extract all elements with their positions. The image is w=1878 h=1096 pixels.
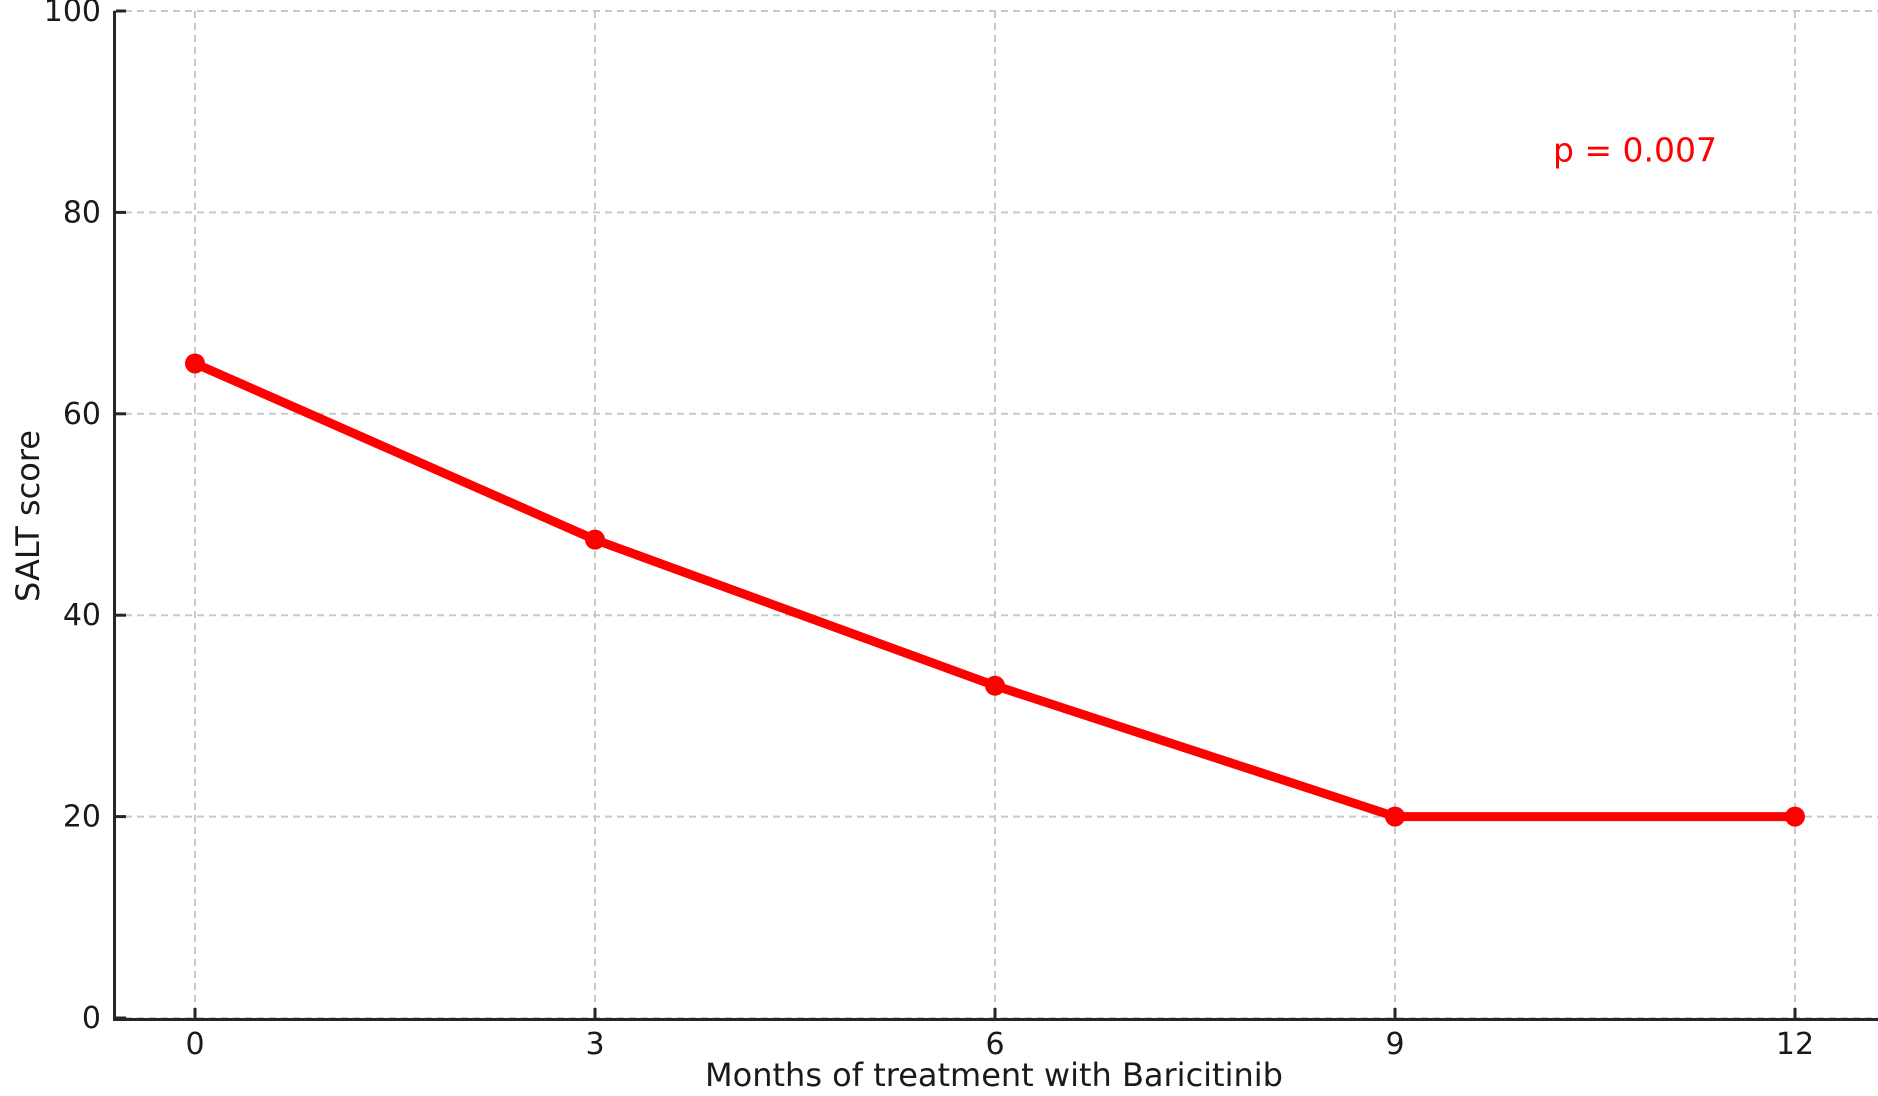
x-tick-label: 9 xyxy=(1385,1027,1404,1062)
data-point-marker xyxy=(585,529,605,550)
y-tick-label: 40 xyxy=(63,598,101,633)
data-point-marker xyxy=(185,353,205,374)
y-axis-label: SALT score xyxy=(9,430,47,602)
data-point-marker xyxy=(985,675,1005,696)
data-series xyxy=(185,353,1805,827)
x-tick-label: 3 xyxy=(585,1027,604,1062)
tick-labels: 0 20 40 60 80 100 0 3 6 9 12 xyxy=(44,0,1814,1062)
x-axis-label: Months of treatment with Baricitinib xyxy=(705,1056,1283,1094)
axes-spines xyxy=(113,11,1878,1021)
y-tick-label: 60 xyxy=(63,397,101,432)
data-point-marker xyxy=(1785,806,1805,827)
y-tick-label: 100 xyxy=(44,0,101,29)
y-tick-label: 0 xyxy=(82,1001,101,1036)
x-tick-label: 6 xyxy=(985,1027,1004,1062)
x-tick-label: 0 xyxy=(185,1027,204,1062)
y-tick-label: 20 xyxy=(63,800,101,835)
tick-marks xyxy=(116,9,1797,1020)
x-tick-label: 12 xyxy=(1776,1027,1814,1062)
data-point-marker xyxy=(1385,806,1405,827)
y-tick-label: 80 xyxy=(63,195,101,230)
p-value-annotation: p = 0.007 xyxy=(1552,130,1718,170)
